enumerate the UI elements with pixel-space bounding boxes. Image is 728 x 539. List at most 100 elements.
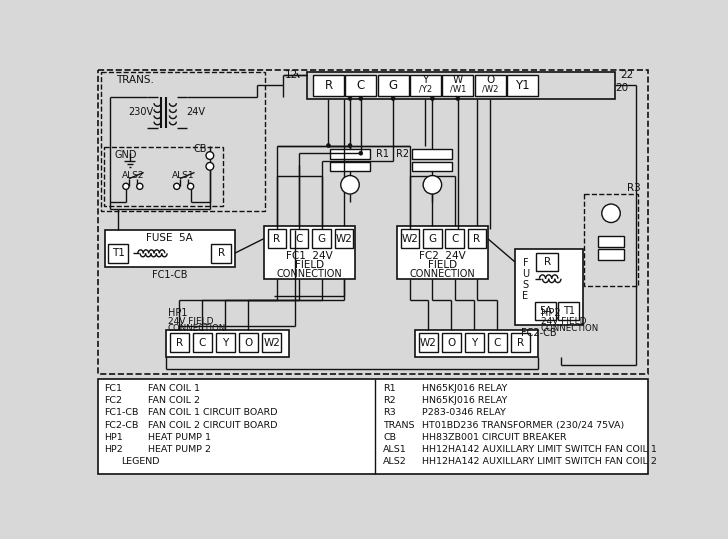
Text: LEGEND: LEGEND — [122, 458, 160, 466]
Circle shape — [341, 176, 359, 194]
Text: O: O — [245, 337, 253, 348]
Bar — [475, 75, 505, 96]
Text: S: S — [523, 280, 529, 290]
Circle shape — [456, 96, 459, 100]
Circle shape — [206, 162, 214, 170]
Text: W: W — [453, 75, 463, 85]
Text: HN65KJ016 RELAY: HN65KJ016 RELAY — [422, 396, 507, 405]
Bar — [378, 75, 408, 96]
Text: R1: R1 — [376, 149, 389, 159]
Text: R3: R3 — [383, 408, 396, 417]
Text: C: C — [199, 337, 206, 348]
Text: 5A: 5A — [539, 306, 552, 316]
Text: P283-0346 RELAY: P283-0346 RELAY — [422, 408, 505, 417]
Text: Y: Y — [223, 337, 229, 348]
Bar — [464, 334, 484, 352]
Bar — [488, 334, 507, 352]
Bar — [105, 230, 234, 267]
Circle shape — [423, 176, 442, 194]
Text: FC1-CB: FC1-CB — [104, 408, 139, 417]
Bar — [419, 334, 438, 352]
Text: G: G — [317, 234, 325, 244]
Text: FAN COIL 1 CIRCUIT BOARD: FAN COIL 1 CIRCUIT BOARD — [149, 408, 278, 417]
Text: C: C — [357, 79, 365, 92]
Text: HH12HA142 AUXILLARY LIMIT SWITCH FAN COIL 2: HH12HA142 AUXILLARY LIMIT SWITCH FAN COI… — [422, 458, 657, 466]
Text: C: C — [296, 234, 303, 244]
Bar — [211, 244, 232, 262]
Text: FC2-CB: FC2-CB — [104, 420, 139, 430]
Text: W2: W2 — [336, 234, 352, 244]
Text: HP1: HP1 — [104, 433, 123, 442]
Bar — [507, 75, 538, 96]
Bar — [443, 75, 473, 96]
Bar — [446, 230, 464, 248]
Bar — [312, 230, 331, 248]
Bar — [307, 72, 615, 99]
Bar — [313, 75, 344, 96]
Text: 20: 20 — [615, 83, 628, 93]
Bar — [415, 330, 538, 356]
Text: FC2  24V: FC2 24V — [419, 251, 466, 261]
Text: T1: T1 — [112, 248, 124, 258]
Text: FC1  24V: FC1 24V — [286, 251, 333, 261]
Text: ALS1: ALS1 — [173, 171, 195, 180]
Text: Y1: Y1 — [515, 79, 530, 92]
Text: FC2: FC2 — [104, 396, 122, 405]
Bar — [442, 334, 461, 352]
Bar — [423, 230, 442, 248]
Text: 24V FIELD: 24V FIELD — [167, 316, 213, 326]
Bar — [330, 162, 370, 171]
Bar — [537, 253, 558, 271]
Text: TRANS.: TRANS. — [116, 75, 154, 85]
Bar — [264, 226, 355, 279]
Bar — [108, 244, 128, 262]
Text: R: R — [325, 79, 333, 92]
Bar — [98, 379, 648, 474]
Text: /W1: /W1 — [450, 85, 466, 94]
Text: C: C — [494, 337, 501, 348]
Bar — [511, 334, 530, 352]
Text: 230V: 230V — [128, 107, 153, 118]
Circle shape — [348, 96, 352, 100]
Text: E: E — [523, 291, 529, 301]
Text: ALS2: ALS2 — [122, 171, 144, 180]
Text: HT01BD236 TRANSFORMER (230/24 75VA): HT01BD236 TRANSFORMER (230/24 75VA) — [422, 420, 624, 430]
Text: FIELD: FIELD — [428, 260, 457, 270]
Bar — [166, 330, 289, 356]
Bar — [410, 75, 441, 96]
Circle shape — [174, 183, 180, 189]
Text: FAN COIL 1: FAN COIL 1 — [149, 384, 200, 392]
Text: FC2-CB: FC2-CB — [521, 328, 557, 337]
Circle shape — [188, 183, 194, 189]
Circle shape — [391, 96, 395, 100]
Text: R: R — [517, 337, 524, 348]
Bar — [412, 149, 452, 158]
Text: FAN COIL 2: FAN COIL 2 — [149, 396, 200, 405]
Bar — [397, 226, 488, 279]
Text: 22: 22 — [620, 71, 634, 80]
Text: CB: CB — [194, 144, 207, 154]
Text: W2: W2 — [402, 234, 419, 244]
Text: CONNECTION: CONNECTION — [410, 269, 475, 279]
Circle shape — [123, 183, 129, 189]
Text: ALS2: ALS2 — [383, 458, 407, 466]
Text: U: U — [522, 269, 529, 279]
Bar — [98, 70, 648, 374]
Text: R2: R2 — [396, 149, 409, 159]
Text: C: C — [451, 234, 459, 244]
Text: W2: W2 — [264, 337, 280, 348]
Bar — [170, 334, 189, 352]
Text: R2: R2 — [383, 396, 396, 405]
Bar — [103, 147, 223, 206]
Text: TRANS: TRANS — [383, 420, 415, 430]
Text: R: R — [473, 234, 480, 244]
Bar — [330, 149, 370, 158]
Text: R3: R3 — [628, 183, 641, 193]
Circle shape — [430, 96, 435, 100]
Text: FC1-CB: FC1-CB — [152, 270, 188, 280]
Bar — [598, 237, 624, 247]
Text: T1: T1 — [563, 306, 574, 316]
Bar — [598, 250, 624, 260]
Bar — [468, 230, 486, 248]
Text: R: R — [273, 234, 280, 244]
